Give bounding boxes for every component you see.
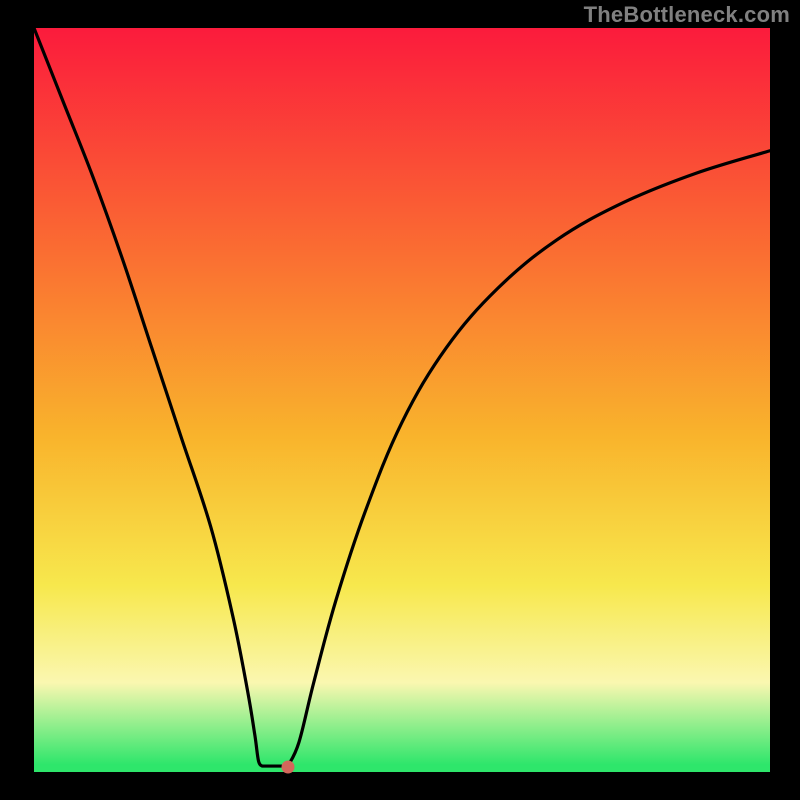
chart-frame: TheBottleneck.com — [0, 0, 800, 800]
optimal-point-marker — [281, 760, 294, 773]
watermark-text: TheBottleneck.com — [584, 2, 790, 28]
curve-svg — [34, 28, 770, 772]
bottleneck-curve — [34, 28, 770, 766]
plot-area — [34, 28, 770, 772]
